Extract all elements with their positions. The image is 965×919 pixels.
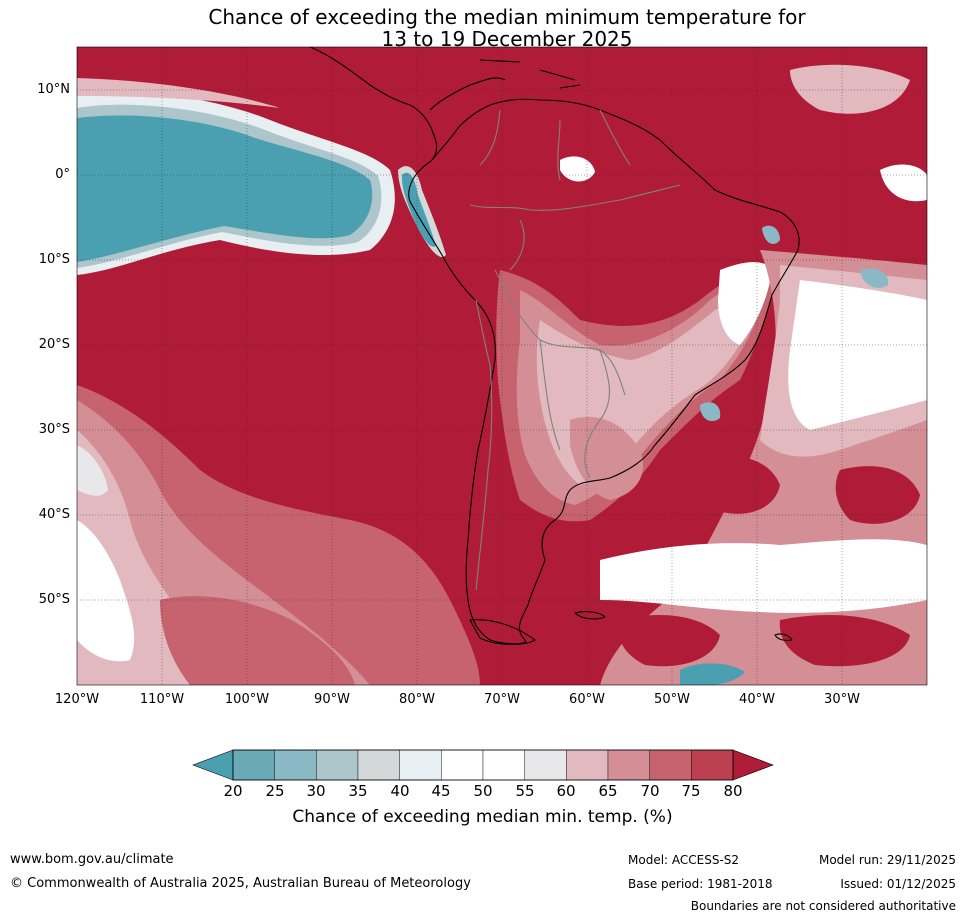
colorbar-segments xyxy=(232,749,734,781)
colorbar-tick-35: 35 xyxy=(348,782,368,800)
colorbar-segment-50-55 xyxy=(482,749,525,781)
lon-label-30w: 30°W xyxy=(824,692,860,707)
forecast-map xyxy=(76,46,928,686)
copyright-notice: © Commonwealth of Australia 2025, Austra… xyxy=(10,876,471,891)
caribbean-coastline xyxy=(429,77,506,111)
model-run-date: Model run: 29/11/2025 xyxy=(818,853,956,867)
lat-label-0: 0° xyxy=(55,167,70,182)
south-atlantic-dark-patch-2 xyxy=(835,466,920,524)
colorbar-tick-65: 65 xyxy=(598,782,618,800)
colorbar-tick-45: 45 xyxy=(431,782,451,800)
colorbar-tick-75: 75 xyxy=(681,782,701,800)
lon-label-80w: 80°W xyxy=(399,692,435,707)
south-atlantic-white-band xyxy=(600,539,927,613)
colorbar-segment-70-75 xyxy=(649,749,692,781)
patagonia-dark-region xyxy=(518,518,614,649)
base-period: Base period: 1981-2018 xyxy=(628,877,773,891)
bom-climate-url[interactable]: www.bom.gov.au/climate xyxy=(10,852,174,867)
south-america-coastline xyxy=(408,98,800,645)
southeast-pacific-grey-patch xyxy=(77,445,108,496)
colorbar-tick-70: 70 xyxy=(640,782,660,800)
issued-date: Issued: 01/12/2025 xyxy=(840,877,956,891)
colorbar-segment-25-30 xyxy=(274,749,317,781)
north-atlantic-pale-patch-1 xyxy=(790,64,910,114)
south-atlantic-dark-patch-4 xyxy=(779,615,910,667)
colorbar-segment-75-80 xyxy=(691,749,734,781)
lat-label-30s: 30°S xyxy=(38,422,70,437)
colorbar-segment-65-70 xyxy=(607,749,650,781)
lon-label-50w: 50°W xyxy=(654,692,690,707)
peru-coast-low-core xyxy=(401,172,436,247)
boundaries-disclaimer: Boundaries are not considered authoritat… xyxy=(690,899,956,913)
colorbar-tick-50: 50 xyxy=(473,782,493,800)
lon-label-70w: 70°W xyxy=(484,692,520,707)
tierra-del-fuego-outline xyxy=(469,619,536,645)
colorbar-tick-25: 25 xyxy=(265,782,285,800)
colorbar-segment-35-40 xyxy=(357,749,400,781)
country-borders xyxy=(469,109,681,591)
map-title-line1: Chance of exceeding the median minimum t… xyxy=(208,5,806,29)
south-georgia-outline xyxy=(774,633,793,641)
south-atlantic-white-region xyxy=(788,280,927,430)
colorbar-tick-30: 30 xyxy=(306,782,326,800)
lon-label-40w: 40°W xyxy=(739,692,775,707)
lon-label-110w: 110°W xyxy=(139,692,185,707)
colorbar-segment-60-65 xyxy=(566,749,609,781)
atlantic-teal-patch xyxy=(860,268,889,288)
falklands-outline xyxy=(574,611,606,620)
model-name: Model: ACCESS-S2 xyxy=(628,853,740,867)
colorbar-label: Chance of exceeding median min. temp. (%… xyxy=(292,807,673,827)
colorbar-over-arrow xyxy=(732,749,774,781)
central-america-coastline xyxy=(309,47,438,161)
colorbar-segment-45-50 xyxy=(441,749,484,781)
lat-label-10n: 10°N xyxy=(37,82,70,97)
lon-label-90w: 90°W xyxy=(314,692,350,707)
colorbar-tick-20: 20 xyxy=(223,782,243,800)
lat-label-10s: 10°S xyxy=(38,252,70,267)
brazil-white-patch xyxy=(718,262,772,345)
south-pacific-lower-patch xyxy=(160,596,355,685)
lon-label-120w: 120°W xyxy=(54,692,100,707)
lat-label-50s: 50°S xyxy=(38,592,70,607)
south-atlantic-teal-patch xyxy=(680,663,745,685)
graticule xyxy=(77,47,927,685)
brazil-east-teal-patch xyxy=(762,225,780,244)
colorbar-segment-40-45 xyxy=(399,749,442,781)
north-pacific-pale-strip xyxy=(77,78,280,108)
colorbar-frame xyxy=(232,749,734,781)
colorbar-tick-40: 40 xyxy=(390,782,410,800)
colorbar-segment-20-25 xyxy=(232,749,275,781)
colorbar-tick-55: 55 xyxy=(515,782,535,800)
argentina-pale-patch xyxy=(570,416,644,500)
colorbar-segment-30-35 xyxy=(316,749,359,781)
colorbar-tick-60: 60 xyxy=(556,782,576,800)
map-frame xyxy=(76,46,928,686)
north-atlantic-white-patch xyxy=(880,164,927,202)
colorbar-under-arrow xyxy=(192,749,234,781)
south-atlantic-dark-patch-1 xyxy=(698,456,780,514)
lon-label-100w: 100°W xyxy=(224,692,270,707)
caribbean-islands xyxy=(479,59,581,89)
south-atlantic-dark-patch-3 xyxy=(618,615,720,667)
brazil-coast-teal-patch xyxy=(700,402,721,422)
lat-label-40s: 40°S xyxy=(38,507,70,522)
venezuela-white-patch xyxy=(560,156,595,182)
map-title-line2: 13 to 19 December 2025 xyxy=(381,27,633,51)
colorbar-segment-55-60 xyxy=(524,749,567,781)
lon-label-60w: 60°W xyxy=(569,692,605,707)
colorbar-tick-80: 80 xyxy=(723,782,743,800)
lat-label-20s: 20°S xyxy=(38,337,70,352)
southeast-pacific-white-patch xyxy=(77,520,135,662)
pacific-low-region xyxy=(77,115,373,262)
